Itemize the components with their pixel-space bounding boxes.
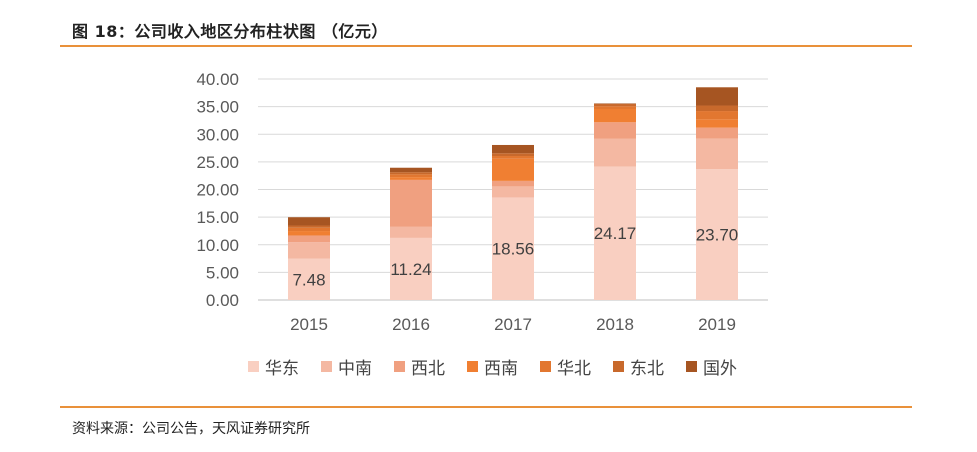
bar-segment: [696, 105, 738, 112]
data-labels: 7.48 11.24 18.56 24.17 23.70: [292, 224, 738, 289]
y-tick-label: 35.00: [196, 98, 239, 117]
legend-label: 东北: [630, 359, 664, 379]
x-axis-ticks: 2015 2016 2017 2018 2019: [290, 315, 736, 334]
bar-segment: [696, 87, 738, 106]
data-label: 23.70: [696, 226, 739, 245]
bar-segment: [390, 174, 432, 178]
bar-segment: [594, 166, 636, 300]
legend-swatch: [467, 361, 478, 372]
bar-segment: [390, 179, 432, 227]
bar-segment: [492, 180, 534, 187]
bar-segment: [594, 122, 636, 139]
legend-item: 东北: [613, 354, 664, 379]
legend-label: 西北: [411, 359, 445, 379]
legend-swatch: [613, 361, 624, 372]
data-label: 7.48: [292, 270, 325, 289]
source-note: 资料来源：公司公告，天风证券研究所: [72, 421, 310, 437]
bar-segment: [696, 111, 738, 120]
bar-segment: [288, 227, 330, 232]
y-tick-label: 20.00: [196, 181, 239, 200]
top-rule: [60, 45, 912, 47]
bar-segment: [594, 109, 636, 123]
legend: 华东 中南 西北 西南 华北 东北 国外: [248, 354, 737, 379]
y-tick-label: 0.00: [206, 291, 239, 310]
bar-segment: [594, 106, 636, 110]
legend-swatch: [248, 361, 259, 372]
y-tick-label: 40.00: [196, 70, 239, 89]
y-tick-label: 25.00: [196, 153, 239, 172]
y-tick-label: 5.00: [206, 263, 239, 282]
bar-segment: [390, 167, 432, 173]
x-tick-label: 2017: [494, 315, 532, 334]
legend-item: 国外: [686, 354, 737, 379]
y-tick-label: 15.00: [196, 208, 239, 227]
bar-segment: [390, 226, 432, 238]
legend-label: 中南: [338, 359, 372, 379]
bar-segment: [696, 127, 738, 139]
legend-label: 西南: [484, 359, 518, 379]
legend-label: 华北: [557, 359, 591, 379]
bar-segment: [696, 169, 738, 300]
legend-item: 华东: [248, 354, 299, 379]
bar-segment: [288, 242, 330, 259]
legend-swatch: [394, 361, 405, 372]
bar-segment: [594, 104, 636, 107]
bar-segment: [594, 103, 636, 105]
data-label: 11.24: [390, 260, 431, 279]
x-tick-label: 2015: [290, 315, 328, 334]
bar-segment: [288, 225, 330, 228]
bar-segment: [492, 144, 534, 154]
legend-swatch: [540, 361, 551, 372]
bar-segment: [390, 177, 432, 180]
x-tick-label: 2019: [698, 315, 736, 334]
x-tick-label: 2016: [392, 315, 430, 334]
bar-segment: [390, 237, 432, 300]
bar-segment: [696, 119, 738, 128]
data-label: 24.17: [594, 224, 637, 243]
bar-segment: [492, 156, 534, 159]
bar-segment: [492, 158, 534, 181]
y-tick-label: 30.00: [196, 125, 239, 144]
bottom-rule: [60, 406, 912, 408]
bar-segment: [288, 231, 330, 236]
data-label: 18.56: [492, 240, 535, 259]
legend-label: 华东: [265, 359, 299, 379]
y-tick-label: 10.00: [196, 236, 239, 255]
bar-segment: [288, 235, 330, 243]
legend-swatch: [686, 361, 697, 372]
legend-item: 西南: [467, 354, 518, 379]
bar-segment: [696, 138, 738, 170]
figure-title: 图 18：公司收入地区分布柱状图 （亿元）: [72, 22, 388, 41]
legend-label: 国外: [703, 359, 737, 379]
bar-segment: [288, 217, 330, 226]
bar-segment: [492, 153, 534, 157]
x-tick-label: 2018: [596, 315, 634, 334]
bar-segment: [492, 197, 534, 300]
bar-segment: [594, 138, 636, 167]
y-axis-ticks: 0.00 5.00 10.00 15.00 20.00 25.00 30.00 35.00 40…: [196, 70, 239, 310]
legend-swatch: [321, 361, 332, 372]
bar-segment: [492, 186, 534, 198]
bar-segment: [390, 172, 432, 175]
legend-item: 中南: [321, 354, 372, 379]
legend-item: 西北: [394, 354, 445, 379]
bar-segment: [288, 258, 330, 300]
legend-item: 华北: [540, 354, 591, 379]
bars: [288, 87, 738, 300]
